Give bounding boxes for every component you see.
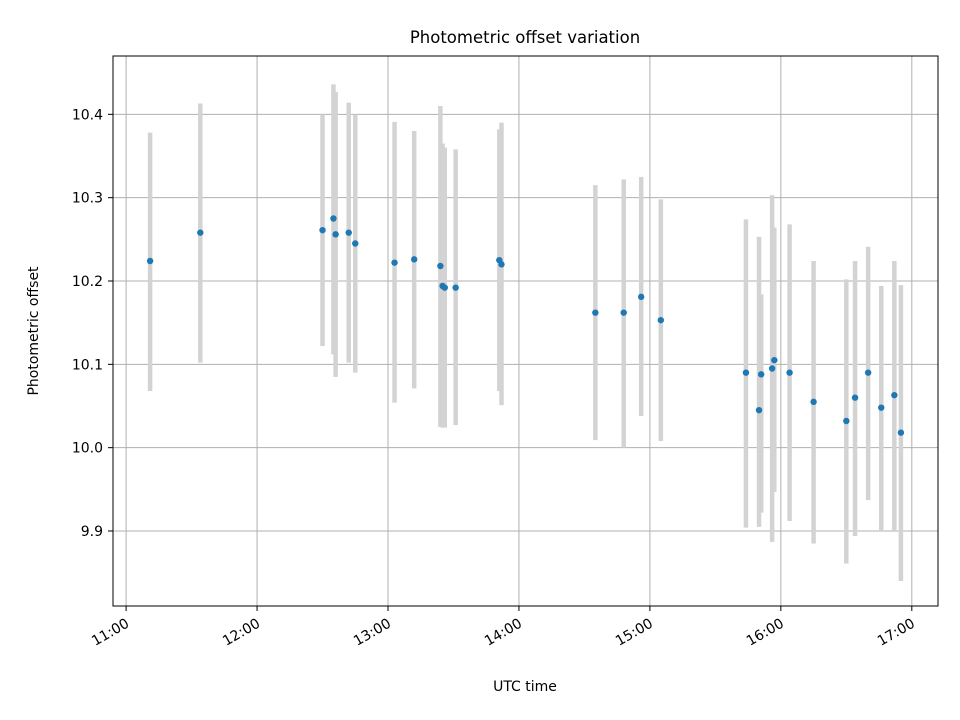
- y-tick-label: 10.4: [72, 107, 103, 123]
- data-point: [810, 398, 817, 406]
- data-point: [657, 316, 665, 324]
- data-point: [592, 309, 599, 316]
- data-point: [330, 215, 337, 222]
- data-point: [332, 231, 339, 238]
- y-tick-label: 10.1: [72, 357, 103, 373]
- grid-lines: [113, 56, 938, 606]
- data-point: [891, 391, 898, 399]
- data-point: [498, 261, 505, 268]
- data-point: [864, 369, 872, 376]
- x-tick-label: 17:00: [875, 616, 918, 650]
- chart-title: Photometric offset variation: [410, 28, 640, 47]
- data-point: [878, 404, 885, 411]
- data-point: [755, 406, 763, 414]
- data-point: [197, 229, 204, 236]
- x-tick-label: 16:00: [744, 616, 787, 650]
- x-tick-label: 14:00: [482, 616, 525, 650]
- data-point: [742, 369, 750, 376]
- y-axis-label: Photometric offset: [26, 266, 42, 396]
- plot-frame: [112, 55, 939, 607]
- x-axis-ticks: 11:00 12:00 13:00 14:00 15:00 16:00 17:00: [89, 606, 918, 650]
- data-point: [391, 259, 398, 266]
- data-point: [786, 369, 793, 376]
- data-point: [620, 309, 627, 316]
- data-point: [637, 293, 645, 301]
- y-tick-label: 10.3: [72, 191, 103, 207]
- x-axis-label: UTC time: [493, 679, 557, 695]
- x-tick-label: 12:00: [220, 616, 263, 650]
- data-point: [437, 262, 444, 270]
- data-point: [452, 284, 459, 291]
- data-point: [352, 240, 359, 247]
- data-point: [843, 417, 850, 425]
- y-tick-label: 9.9: [81, 524, 103, 540]
- y-axis-ticks: 9.9 10.0 10.1 10.2 10.3 10.4: [72, 107, 113, 540]
- x-tick-label: 13:00: [351, 616, 394, 650]
- data-point: [319, 226, 326, 234]
- data-point: [441, 284, 448, 291]
- data-point: [771, 356, 778, 364]
- data-point: [758, 371, 765, 378]
- data-point: [410, 256, 418, 263]
- error-bars: [147, 84, 904, 581]
- data-point: [768, 365, 776, 372]
- data-points: [146, 215, 905, 436]
- x-tick-label: 15:00: [613, 616, 656, 650]
- data-point: [851, 394, 859, 401]
- x-tick-label: 11:00: [89, 616, 132, 650]
- data-point: [345, 229, 352, 236]
- y-tick-label: 10.2: [72, 274, 103, 290]
- data-point: [146, 257, 154, 265]
- y-tick-label: 10.0: [72, 441, 103, 457]
- data-point: [897, 429, 905, 436]
